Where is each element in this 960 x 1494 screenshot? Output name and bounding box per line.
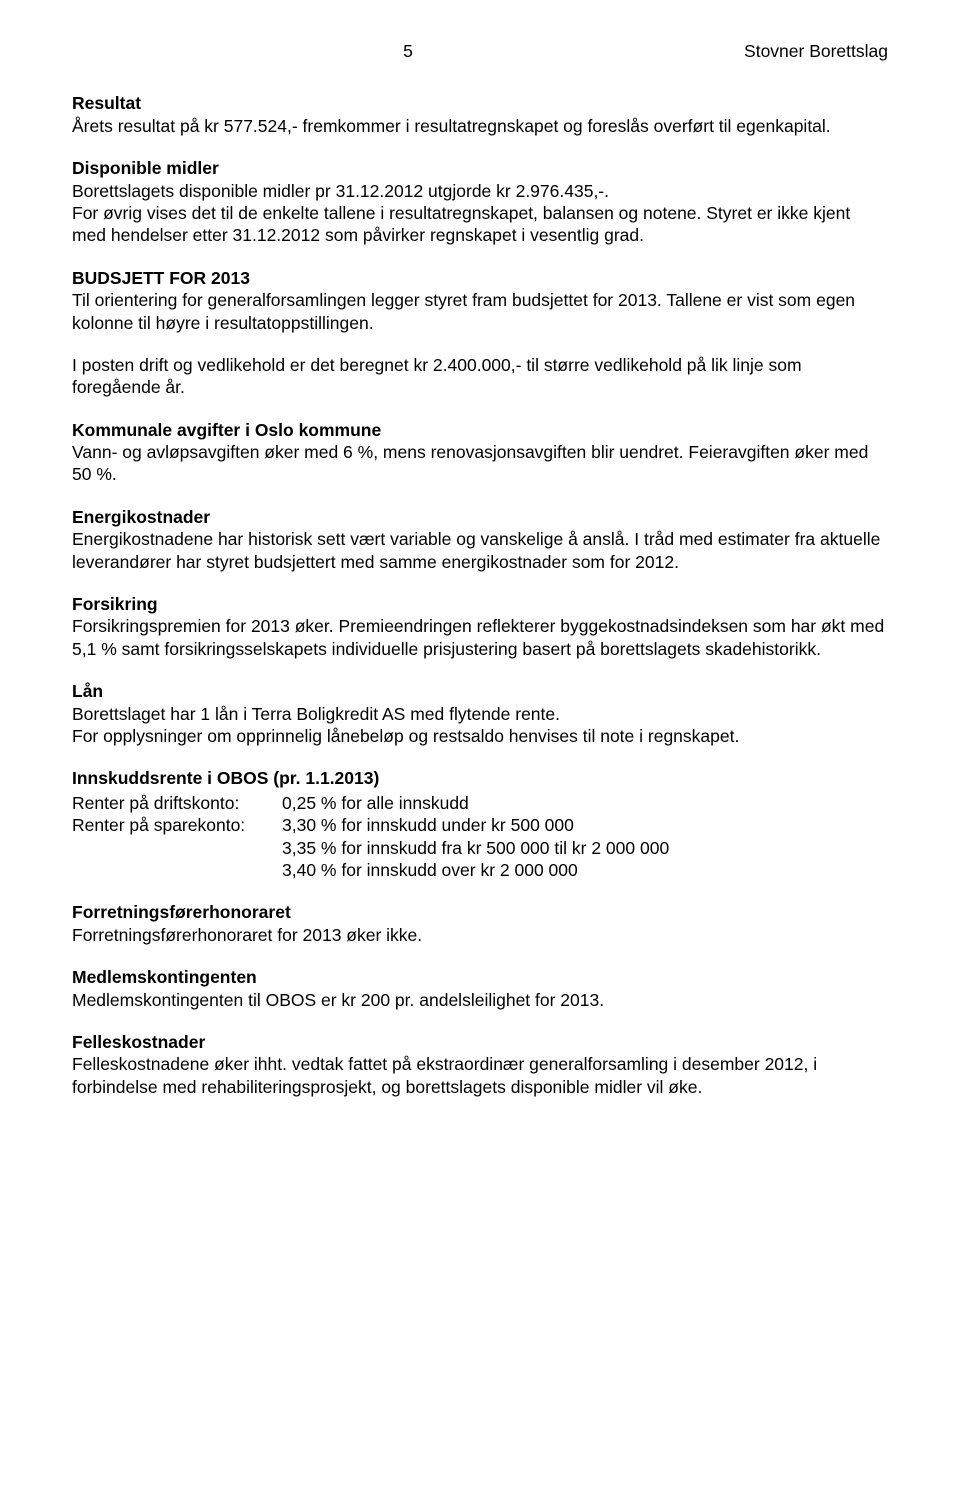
text-laan-p1: Borettslaget har 1 lån i Terra Boligkred… [72, 703, 888, 725]
section-laan: Lån Borettslaget har 1 lån i Terra Bolig… [72, 680, 888, 747]
heading-forsikring: Forsikring [72, 593, 888, 615]
innskudd-row2-label: Renter på sparekonto: [72, 814, 282, 836]
page-header: 5 Stovner Borettslag [72, 40, 888, 62]
heading-medlem: Medlemskontingenten [72, 966, 888, 988]
text-budsjett-p1: Til orientering for generalforsamlingen … [72, 289, 888, 334]
text-medlem-p1: Medlemskontingenten til OBOS er kr 200 p… [72, 989, 888, 1011]
section-budsjett-p2: I posten drift og vedlikehold er det ber… [72, 354, 888, 399]
section-kommunale: Kommunale avgifter i Oslo kommune Vann- … [72, 419, 888, 486]
text-kommunale-p1: Vann- og avløpsavgiften øker med 6 %, me… [72, 441, 888, 486]
heading-innskudd: Innskuddsrente i OBOS (pr. 1.1.2013) [72, 767, 888, 789]
innskudd-row-2: Renter på sparekonto: 3,30 % for innskud… [72, 814, 888, 836]
heading-resultat: Resultat [72, 92, 888, 114]
innskudd-row3-label [72, 837, 282, 859]
innskudd-row-1: Renter på driftskonto: 0,25 % for alle i… [72, 792, 888, 814]
document-page: 5 Stovner Borettslag Resultat Årets resu… [0, 0, 960, 1494]
innskudd-row4-label [72, 859, 282, 881]
innskudd-row2-val: 3,30 % for innskudd under kr 500 000 [282, 814, 888, 836]
page-number: 5 [72, 40, 744, 62]
section-forretnings: Forretningsførerhonoraret Forretningsfør… [72, 901, 888, 946]
heading-energi: Energikostnader [72, 506, 888, 528]
text-felles-p1: Felleskostnadene øker ihht. vedtak fatte… [72, 1053, 888, 1098]
text-energi-p1: Energikostnadene har historisk sett vært… [72, 528, 888, 573]
text-disponible-p2: For øvrig vises det til de enkelte talle… [72, 202, 888, 247]
section-energi: Energikostnader Energikostnadene har his… [72, 506, 888, 573]
innskudd-row-4: 3,40 % for innskudd over kr 2 000 000 [72, 859, 888, 881]
section-felles: Felleskostnader Felleskostnadene øker ih… [72, 1031, 888, 1098]
text-resultat-p1: Årets resultat på kr 577.524,- fremkomme… [72, 115, 888, 137]
doc-title: Stovner Borettslag [744, 40, 888, 62]
text-disponible-p1: Borettslagets disponible midler pr 31.12… [72, 180, 888, 202]
innskudd-row3-val: 3,35 % for innskudd fra kr 500 000 til k… [282, 837, 888, 859]
section-disponible: Disponible midler Borettslagets disponib… [72, 157, 888, 247]
innskudd-row4-val: 3,40 % for innskudd over kr 2 000 000 [282, 859, 888, 881]
heading-felles: Felleskostnader [72, 1031, 888, 1053]
heading-kommunale: Kommunale avgifter i Oslo kommune [72, 419, 888, 441]
heading-budsjett: BUDSJETT FOR 2013 [72, 267, 888, 289]
heading-laan: Lån [72, 680, 888, 702]
innskudd-row1-label: Renter på driftskonto: [72, 792, 282, 814]
section-resultat: Resultat Årets resultat på kr 577.524,- … [72, 92, 888, 137]
section-innskudd: Innskuddsrente i OBOS (pr. 1.1.2013) Ren… [72, 767, 888, 881]
heading-disponible: Disponible midler [72, 157, 888, 179]
innskudd-row-3: 3,35 % for innskudd fra kr 500 000 til k… [72, 837, 888, 859]
innskudd-table: Renter på driftskonto: 0,25 % for alle i… [72, 792, 888, 882]
section-budsjett: BUDSJETT FOR 2013 Til orientering for ge… [72, 267, 888, 334]
innskudd-row1-val: 0,25 % for alle innskudd [282, 792, 888, 814]
text-forsikring-p1: Forsikringspremien for 2013 øker. Premie… [72, 615, 888, 660]
text-budsjett-p2: I posten drift og vedlikehold er det ber… [72, 354, 888, 399]
heading-forretnings: Forretningsførerhonoraret [72, 901, 888, 923]
section-medlem: Medlemskontingenten Medlemskontingenten … [72, 966, 888, 1011]
section-forsikring: Forsikring Forsikringspremien for 2013 ø… [72, 593, 888, 660]
text-forretnings-p1: Forretningsførerhonoraret for 2013 øker … [72, 924, 888, 946]
text-laan-p2: For opplysninger om opprinnelig lånebelø… [72, 725, 888, 747]
